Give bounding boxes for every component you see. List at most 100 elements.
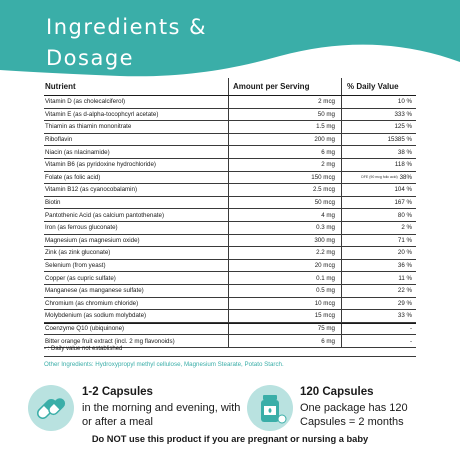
daily-value-text: 118 % <box>394 161 412 169</box>
amount-per-serving: 2 mg <box>229 158 342 171</box>
footnote: - : Daily value not established <box>44 346 123 352</box>
daily-value-text: 38% <box>399 173 412 181</box>
daily-value-text: 333 % <box>394 110 412 118</box>
amount-per-serving: 2.5 mcg <box>229 184 342 196</box>
daily-value: DFE (90 mcg folic acid) 38% <box>342 172 416 184</box>
daily-value: 15385 % <box>342 134 416 146</box>
amount-per-serving: 300 mg <box>229 234 342 247</box>
table-row: Magnesium (as magnesium oxide) 300 mg 71 % <box>44 234 416 248</box>
amount-per-serving: 1.5 mg <box>229 121 342 133</box>
table-row: Molybdenium (as sodium molybdate) 15 mcg 3… <box>44 310 416 323</box>
daily-value-text: 167 % <box>394 199 412 207</box>
nutrient-name: Iron (as ferrous gluconate) <box>44 221 229 234</box>
daily-value: 33 % <box>342 310 416 322</box>
column-header-nutrient: Nutrient <box>44 78 229 95</box>
daily-value-text: 11 % <box>398 274 412 282</box>
table-row: Vitamin B12 (as cyanocobalamin) 2.5 mcg 10… <box>44 184 416 197</box>
nutrient-name: Biotin <box>44 196 229 209</box>
nutrient-name: Magnesium (as magnesium oxide) <box>44 234 229 247</box>
nutrient-name: Zink (as zink gluconate) <box>44 247 229 259</box>
amount-per-serving: 20 mcg <box>229 259 342 272</box>
nutrient-name: Copper (as cupric sulfate) <box>44 272 229 284</box>
nutrient-name: Pantothenic Acid (as calcium pantothenat… <box>44 209 229 221</box>
daily-value-text: 10 % <box>397 98 412 106</box>
amount-per-serving: 2 mcg <box>229 96 342 108</box>
table-row: Niacin (as nIacinamide) 6 mg 38 % <box>44 146 416 159</box>
daily-value: 118 % <box>342 159 416 171</box>
daily-value-text: 29 % <box>397 299 412 307</box>
daily-value: 36 % <box>342 260 416 272</box>
daily-value: 10 % <box>342 96 416 108</box>
daily-value: 20 % <box>342 247 416 259</box>
table-row: Manganese (as manganese sulfate) 0.5 mg 22… <box>44 284 416 298</box>
nutrient-name: Chromium (as chromium chloride) <box>44 297 229 310</box>
nutrient-name: Niacin (as nIacinamide) <box>44 146 229 158</box>
nutrient-name: Molybdenium (as sodium molybdate) <box>44 310 229 322</box>
amount-per-serving: 200 mg <box>229 133 342 146</box>
amount-per-serving: 15 mcg <box>229 310 342 322</box>
table-row: Thiamin as thiamin mononitrate 1.5 mg 125 … <box>44 121 416 134</box>
table-row: Coenzyme Q10 (ubiquinone) 75 mg - <box>44 322 416 336</box>
table-row: Vitamin D (as cholecalciferol) 2 mcg 10 % <box>44 96 416 109</box>
daily-value: 11 % <box>342 272 416 284</box>
daily-value: 80 % <box>342 209 416 221</box>
nutrient-name: Vitamin D (as cholecalciferol) <box>44 96 229 108</box>
daily-value: - <box>409 337 412 345</box>
table-row: Selenium (from yeast) 20 mcg 36 % <box>44 259 416 273</box>
nutrient-name: Manganese (as manganese sulfate) <box>44 284 229 297</box>
amount-per-serving: 6 mg <box>229 335 342 347</box>
daily-value: 38 % <box>342 146 416 158</box>
daily-value-text: 33 % <box>397 312 412 320</box>
pill-bottle-icon <box>247 385 293 431</box>
nutrient-name: Vitamin E (as d-alpha-tocophcyrl acetate… <box>44 108 229 121</box>
table-row: Zink (as zink gluconate) 2.2 mg 20 % <box>44 247 416 260</box>
page-title-line-1: Ingredients & <box>46 15 208 39</box>
table-row: Chromium (as chromium chloride) 10 mcg 29 … <box>44 297 416 311</box>
amount-per-serving: 50 mg <box>229 108 342 121</box>
amount-per-serving: 50 mcg <box>229 196 342 209</box>
table-row: Pantothenic Acid (as calcium pantothenat… <box>44 209 416 222</box>
amount-per-serving: 75 mg <box>229 323 342 335</box>
table-row: Folate (as folic acid) 150 mcg DFE (90 mcg… <box>44 171 416 185</box>
daily-value: 104 % <box>342 184 416 196</box>
pregnancy-warning: Do NOT use this product if you are pregn… <box>91 434 369 444</box>
daily-value: - <box>409 325 412 333</box>
table-row: Bitter orange fruit extract (incl. 2 mg … <box>44 335 416 348</box>
daily-value: 125 % <box>342 121 416 133</box>
pack-title: 120 Capsules <box>300 386 374 398</box>
page-title-line-2: Dosage <box>46 46 135 70</box>
amount-per-serving: 6 mg <box>229 146 342 158</box>
table-header-row: Nutrient Amount per Serving % Daily Valu… <box>44 78 416 96</box>
amount-per-serving: 10 mcg <box>229 297 342 310</box>
nutrient-name: Vitamin B6 (as pyridoxine hydrochloride) <box>44 158 229 171</box>
dose-description: in the morning and evening, with or afte… <box>82 402 241 428</box>
table-row: Riboflavin 200 mg 15385 % <box>44 133 416 147</box>
daily-value-text: 125 % <box>394 123 412 131</box>
daily-value-text: 36 % <box>397 262 412 270</box>
daily-value-text: 22 % <box>397 287 412 295</box>
daily-value-text: 104 % <box>394 186 412 194</box>
column-header-daily-value: % Daily Value <box>347 82 399 91</box>
amount-per-serving: 4 mg <box>229 209 342 221</box>
amount-per-serving: 0.1 mg <box>229 272 342 284</box>
nutrient-table: Nutrient Amount per Serving % Daily Valu… <box>44 78 416 348</box>
daily-value-text: 15385 % <box>387 136 412 144</box>
daily-value: 22 % <box>342 285 416 297</box>
table-row: Copper (as cupric sulfate) 0.1 mg 11 % <box>44 272 416 285</box>
amount-per-serving: 0.5 mg <box>229 284 342 297</box>
nutrient-name: Coenzyme Q10 (ubiquinone) <box>44 323 229 335</box>
pack-description: One package has 120 Capsules = 2 months <box>300 402 408 428</box>
table-row: Iron (as ferrous gluconate) 0.3 mg 2 % <box>44 221 416 235</box>
table-row: Vitamin E (as d-alpha-tocophcyrl acetate… <box>44 108 416 122</box>
daily-value: 167 % <box>342 197 416 209</box>
daily-value: 71 % <box>342 235 416 247</box>
table-row: Vitamin B6 (as pyridoxine hydrochloride)… <box>44 158 416 172</box>
nutrient-name: Bitter orange fruit extract (incl. 2 mg … <box>44 335 229 347</box>
column-header-amount: Amount per Serving <box>229 78 342 95</box>
daily-value-text: 38 % <box>397 148 412 156</box>
header-banner: Ingredients & Dosage <box>0 0 460 82</box>
daily-value-text: 2 % <box>401 224 412 232</box>
daily-value-note: DFE (90 mcg folic acid) <box>361 175 398 180</box>
table-row: Biotin 50 mcg 167 % <box>44 196 416 210</box>
nutrient-name: Riboflavin <box>44 133 229 146</box>
